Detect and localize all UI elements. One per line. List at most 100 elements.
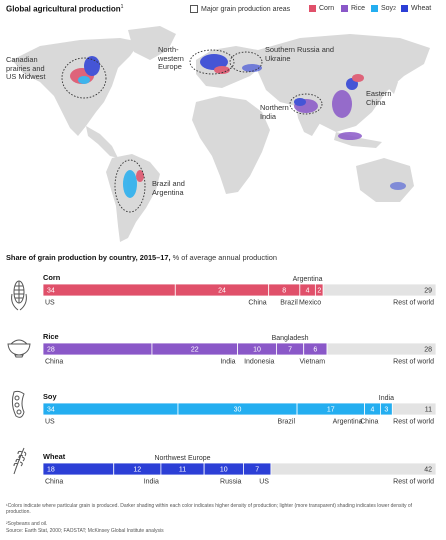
soy-value-us: 34 [47,407,55,414]
legend-box-icon [190,5,198,13]
rice-country-rest-of-world: Rest of world [393,359,434,366]
corn-bar-us [42,283,176,297]
corn-value-mexico: 2 [317,288,321,295]
soy-country-rest-of-world: Rest of world [393,419,434,426]
rice-value-vietnam: 6 [313,347,317,354]
map-label-eastern-china: Eastern China [366,89,392,107]
region-outline-russia-ukraine [229,51,263,73]
wheat-density-india [294,98,306,106]
soy-title: Soy [43,392,57,401]
corn-density-south-america [136,170,144,182]
rice-value-indonesia: 10 [253,347,261,354]
corn-country-brazil: Brazil [280,300,298,307]
rice-value-rest-of-world: 28 [424,347,432,354]
corn-country-mexico: Mexico [299,300,321,307]
rice-density-se-asia [338,132,362,140]
rice-value-china: 28 [47,347,55,354]
footnote-colors: ¹Colors indicate where particular grain … [6,503,413,515]
wheat-value-rest-of-world: 42 [424,467,432,474]
wheat-value-china: 18 [47,467,55,474]
wheat-value-india: 12 [133,467,141,474]
legend-wheat-swatch [401,5,408,12]
wheat-icon [13,447,27,475]
rice-country-vietnam: Vietnam [299,359,325,366]
corn-value-us: 34 [47,288,55,295]
legend-soy-swatch [371,5,378,12]
soy-density-south-america [123,170,137,198]
wheat-country-rest-of-world: Rest of world [393,479,434,486]
soy-bar-rest-of-world [391,402,437,416]
rice-country-indonesia: Indonesia [244,359,274,366]
corn-value-rest-of-world: 29 [424,288,432,295]
legend-rice: Rice [341,5,365,12]
india-landmass [296,106,322,136]
legend-corn-swatch [309,5,316,12]
corn-title: Corn [43,273,61,282]
wheat-value-us: 7 [255,467,259,474]
corn-bar-rest-of-world [322,283,437,297]
corn-country-argentina: Argentina [293,276,323,283]
wheat-country-us: US [259,479,269,486]
rice-country-china: China [45,359,63,366]
wheat-bar-rest-of-world [270,462,437,476]
map-label-northern-india: Northern India [260,103,289,121]
wheat-country-india: India [144,479,159,486]
rice-country-bangladesh: Bangladesh [272,335,309,342]
legend-wheat: Wheat [401,5,431,12]
corn-country-us: US [45,300,55,307]
map-label-brazil-argentina: Brazil and Argentina [152,179,185,197]
soy-density-north-america [78,76,90,84]
footnote-soy: ²Soybeans and oil. [6,521,48,527]
soy-value-brazil: 30 [234,407,242,414]
soy-value-argentina: 17 [327,407,335,414]
corn-value-argentina: 4 [306,288,310,295]
rice-value-india: 22 [191,347,199,354]
soy-value-india: 3 [384,407,388,414]
rice-bar-rest-of-world [326,342,437,356]
rice-value-bangladesh: 7 [288,347,292,354]
page-title: Global agricultural production1 [6,4,124,14]
corn-value-china: 24 [218,288,226,295]
soy-bar-us [42,402,179,416]
soybean-icon [11,390,25,418]
rice-country-india: India [220,359,235,366]
soy-value-rest-of-world: 11 [425,407,432,414]
wheat-country-northwest-europe: Northwest Europe [154,455,210,462]
soy-country-argentina: Argentina [333,419,363,426]
wheat-country-china: China [45,479,63,486]
wheat-country-russia: Russia [220,479,242,486]
soy-country-china: China [360,419,378,426]
corn-country-rest-of-world: Rest of world [393,300,434,307]
world-map [12,26,430,242]
region-outline-north-america [61,57,107,99]
soy-value-china: 4 [371,407,375,414]
region-outline-northwest-europe [189,49,235,75]
australia-landmass [356,158,414,202]
footnote-source: Source: Earth Stat, 2000; FAOSTAT; McKin… [6,528,164,534]
wheat-density-russia [242,64,262,72]
map-label-canada-us: Canadian prairies and US Midwest [6,55,46,82]
legend-soy: Soy 2 [371,5,396,12]
central-america-landmass [86,126,118,158]
greenland-landmass [128,26,176,60]
rice-bowl-icon [7,339,31,358]
corn-density-china [352,74,364,82]
legend-corn: Corn [309,5,334,12]
rice-density-china [332,90,352,118]
map-label-russia-ukraine: Southern Russia and Ukraine [265,45,335,63]
legend-rice-swatch [341,5,348,12]
region-outline-brazil-argentina [114,159,146,213]
legend-areas: Major grain production areas [190,5,290,13]
map-label-northwest-europe: North-western Europe [158,45,184,72]
corn-density-europe [214,66,230,74]
soy-country-india: India [379,395,394,402]
wheat-density-north-america [84,56,100,76]
north-america-landmass [12,38,140,136]
corn-country-china: China [248,300,266,307]
corn-icon [11,280,27,311]
region-outline-northern-india [289,93,323,115]
wheat-value-russia: 10 [220,467,228,474]
rice-title: Rice [43,332,59,341]
soy-country-us: US [45,419,55,426]
